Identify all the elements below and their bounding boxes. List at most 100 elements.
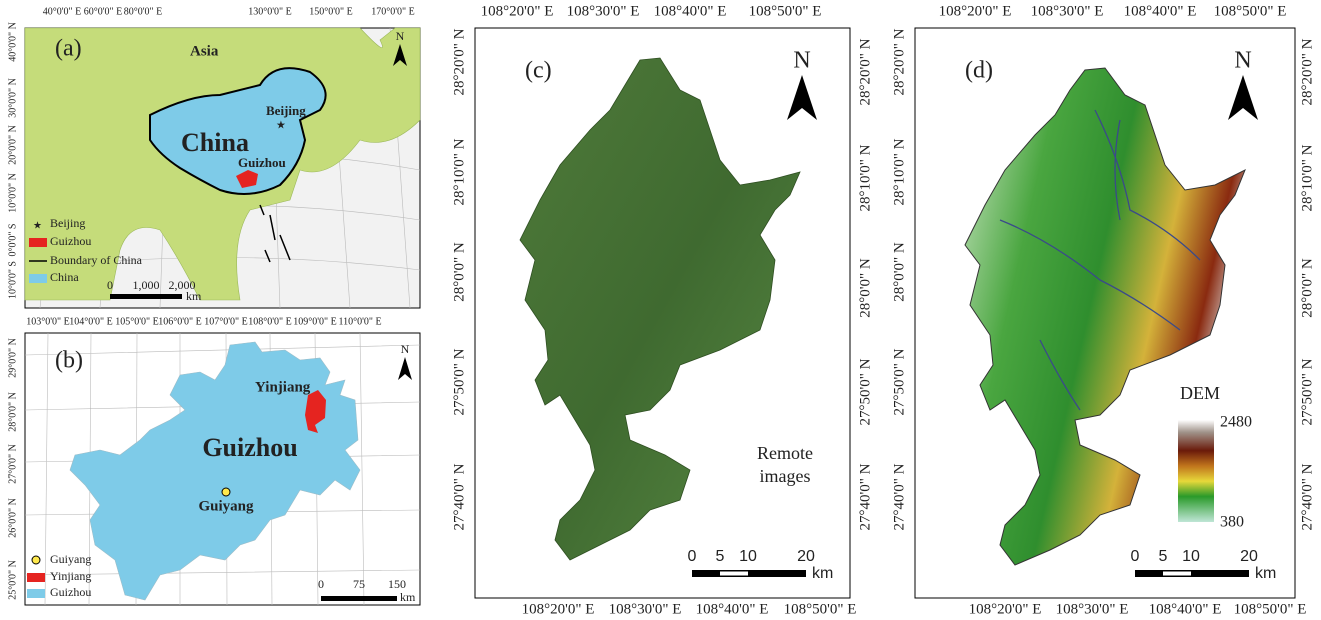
legend-label: China: [50, 270, 79, 284]
lon-label: 108°50'0" E: [1234, 601, 1307, 617]
lat-label: 27°40'0" N: [451, 463, 467, 530]
lon-label: 108°30'0" E: [1031, 3, 1104, 19]
county-label: Yinjiang: [255, 379, 311, 395]
lat-label: 28°20'0" N: [857, 38, 873, 105]
legend-label: Yinjiang: [50, 569, 91, 583]
lat-label: 28°20'0" N: [451, 28, 467, 95]
lon-label: 60°0'0" E: [84, 6, 123, 17]
lat-label: 27°0'0" N: [7, 444, 18, 484]
scale-label: 10: [739, 548, 757, 565]
star: ★: [276, 120, 286, 132]
lon-label: 170°0'0" E: [371, 6, 415, 17]
legend-label: Guizhou: [50, 585, 91, 599]
lat-label: 27°50'0" N: [857, 358, 873, 425]
legend-label: Beijing: [50, 216, 85, 230]
panel-label: (a): [55, 36, 82, 62]
lon-label: 108°20'0" E: [481, 3, 554, 19]
scale-bar: [720, 572, 748, 576]
lon-label: 108°20'0" E: [522, 601, 595, 617]
lon-label: 108°30'0" E: [1056, 601, 1129, 617]
lon-label: 108°0'0" E: [248, 316, 292, 327]
north-label: N: [793, 48, 810, 74]
guiyang-point: [222, 488, 230, 496]
lat-label: 28°10'0" N: [451, 138, 467, 205]
lat-label: 30°0'0" N: [7, 78, 18, 118]
lat-label: 28°20'0" N: [1299, 38, 1315, 105]
lon-label: 108°20'0" E: [939, 3, 1012, 19]
legend-title: DEM: [1180, 383, 1220, 403]
lat-label: 10°0'0" S: [7, 261, 18, 299]
lon-label: 107°0'0" E: [204, 316, 248, 327]
north-label: N: [396, 29, 405, 43]
lon-label: 106°0'0" E: [158, 316, 202, 327]
panel-d: (d) N DEM 2480 380 0 5 10 20 km: [915, 28, 1295, 598]
lat-label: 28°10'0" N: [891, 138, 907, 205]
panel-label: (c): [525, 58, 552, 84]
lat-label: 28°10'0" N: [857, 144, 873, 211]
lat-label: 27°50'0" N: [891, 348, 907, 415]
scale-label: 0: [1131, 548, 1140, 565]
lon-label: 108°50'0" E: [749, 3, 822, 19]
scale-bar: [692, 570, 806, 577]
lon-label: 108°40'0" E: [1149, 601, 1222, 617]
lat-label: 28°0'0" N: [1299, 258, 1315, 318]
legend-symbol: [29, 238, 47, 247]
lon-label: 150°0'0" E: [309, 6, 353, 17]
lon-label: 108°30'0" E: [567, 3, 640, 19]
lon-label: 108°20'0" E: [969, 601, 1042, 617]
lat-label: 27°40'0" N: [857, 463, 873, 530]
legend-min: 380: [1220, 514, 1244, 531]
legend-symbol: ★: [33, 220, 42, 231]
scale-label: 20: [797, 548, 815, 565]
scale-label: 75: [353, 577, 365, 591]
province-label: Guizhou: [202, 433, 297, 462]
legend-label: Guiyang: [50, 552, 91, 566]
lat-label: 27°40'0" N: [1299, 463, 1315, 530]
legend-symbol: [29, 274, 47, 283]
scale-bar: [110, 294, 182, 299]
lat-label: 27°50'0" N: [1299, 358, 1315, 425]
lon-label: 80°0'0" E: [124, 6, 163, 17]
scale-label: 5: [1159, 548, 1168, 565]
figure: ★ (a) Asia China Beijing Guizhou N ★ 0 1…: [0, 0, 1321, 620]
lat-label: 10°0'0" N: [7, 173, 18, 213]
panel-label: (d): [965, 58, 993, 84]
scale-label: 0: [318, 577, 324, 591]
scale-bar: [1135, 570, 1249, 577]
legend-max: 2480: [1220, 414, 1252, 431]
caption: Remote: [757, 443, 813, 463]
scale-label: 0: [107, 278, 113, 292]
legend-symbol: [27, 573, 45, 582]
lat-label: 40°0'0" N: [7, 22, 18, 62]
lon-label: 108°50'0" E: [1214, 3, 1287, 19]
region-label: Asia: [190, 43, 219, 59]
country-label: China: [181, 128, 249, 157]
scale-label: 10: [1182, 548, 1200, 565]
lon-label: 103°0'0" E: [26, 316, 70, 327]
lon-label: 108°40'0" E: [654, 3, 727, 19]
lat-label: 28°0'0" N: [857, 258, 873, 318]
scale-unit: km: [1255, 565, 1276, 582]
lon-label: 109°0'0" E: [293, 316, 337, 327]
lon-label: 108°30'0" E: [609, 601, 682, 617]
lat-label: 28°10'0" N: [1299, 144, 1315, 211]
lon-label: 108°40'0" E: [696, 601, 769, 617]
city-label: Guiyang: [198, 498, 254, 514]
legend-symbol: [27, 589, 45, 598]
panel-label: (b): [55, 348, 83, 374]
scale-label: 20: [1240, 548, 1258, 565]
lon-label: 40°0'0" E: [43, 6, 82, 17]
province-label: Guizhou: [238, 155, 286, 170]
caption: images: [760, 466, 811, 486]
lat-label: 29°0'0" N: [7, 338, 18, 378]
legend-symbol: [32, 556, 40, 564]
panel-c: (c) N Remote images 0 5 10 20 km: [475, 28, 850, 598]
lat-label: 28°0'0" N: [7, 392, 18, 432]
scale-label: 5: [716, 548, 725, 565]
legend-label: Boundary of China: [50, 253, 143, 267]
scale-label: 150: [388, 577, 406, 591]
lat-label: 27°40'0" N: [891, 463, 907, 530]
lon-label: 105°0'0" E: [115, 316, 159, 327]
lon-label: 108°40'0" E: [1124, 3, 1197, 19]
dem-colorbar: [1178, 420, 1214, 522]
